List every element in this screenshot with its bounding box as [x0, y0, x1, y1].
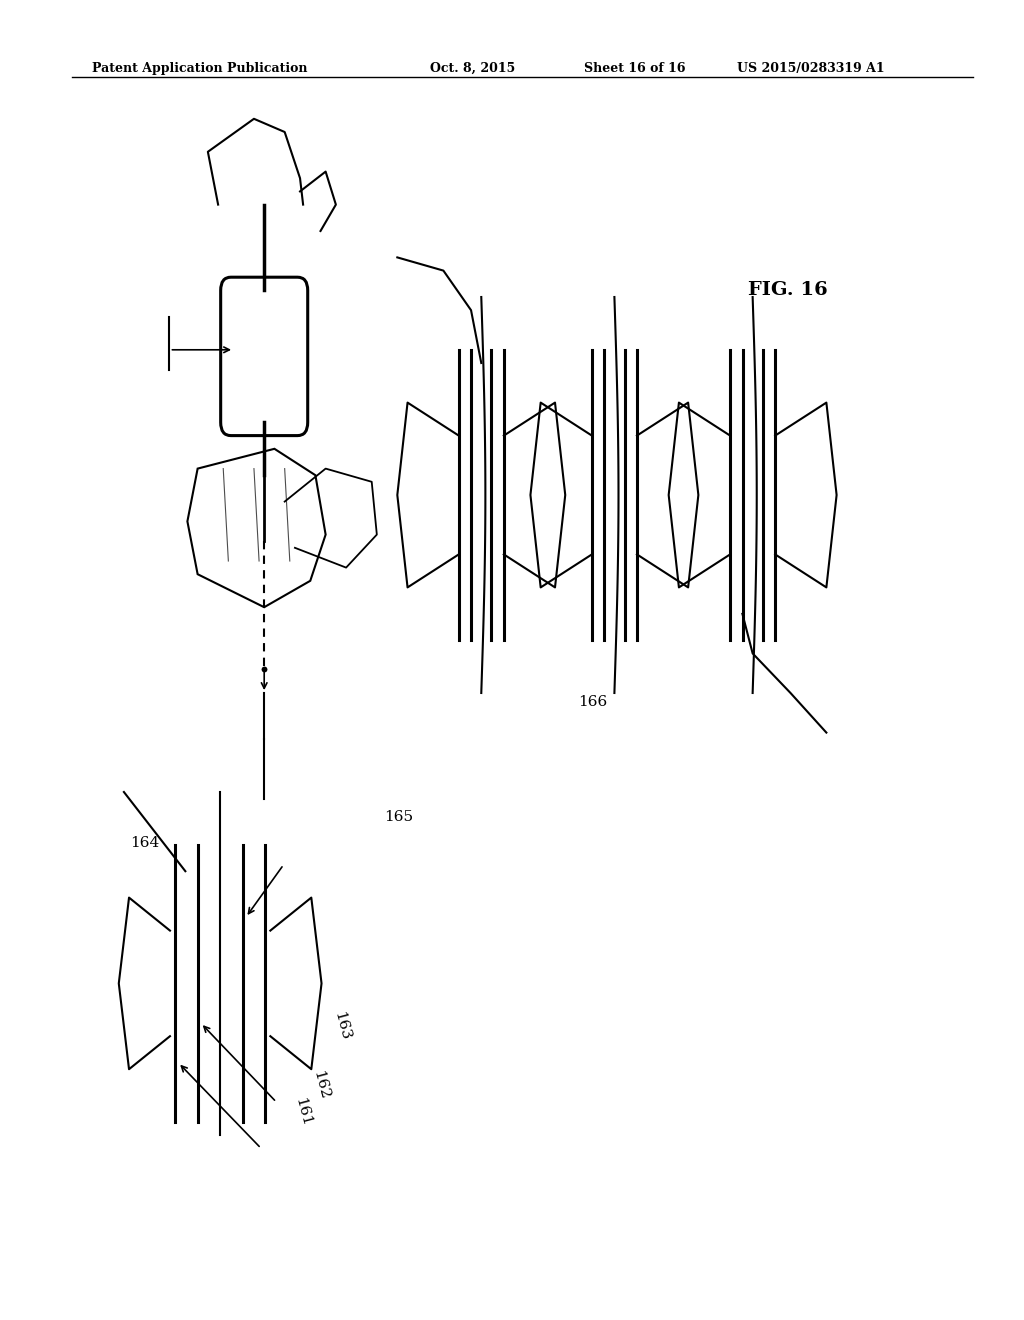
Text: 161: 161	[292, 1096, 313, 1127]
Text: Sheet 16 of 16: Sheet 16 of 16	[584, 62, 685, 75]
Text: 162: 162	[310, 1069, 332, 1101]
Text: Patent Application Publication: Patent Application Publication	[92, 62, 307, 75]
Text: 166: 166	[579, 696, 608, 709]
FancyBboxPatch shape	[221, 277, 307, 436]
Text: 165: 165	[384, 810, 413, 824]
Text: 164: 164	[130, 837, 160, 850]
Text: 163: 163	[331, 1010, 352, 1041]
Text: FIG. 16: FIG. 16	[748, 281, 827, 300]
Text: US 2015/0283319 A1: US 2015/0283319 A1	[737, 62, 885, 75]
Text: Oct. 8, 2015: Oct. 8, 2015	[430, 62, 515, 75]
